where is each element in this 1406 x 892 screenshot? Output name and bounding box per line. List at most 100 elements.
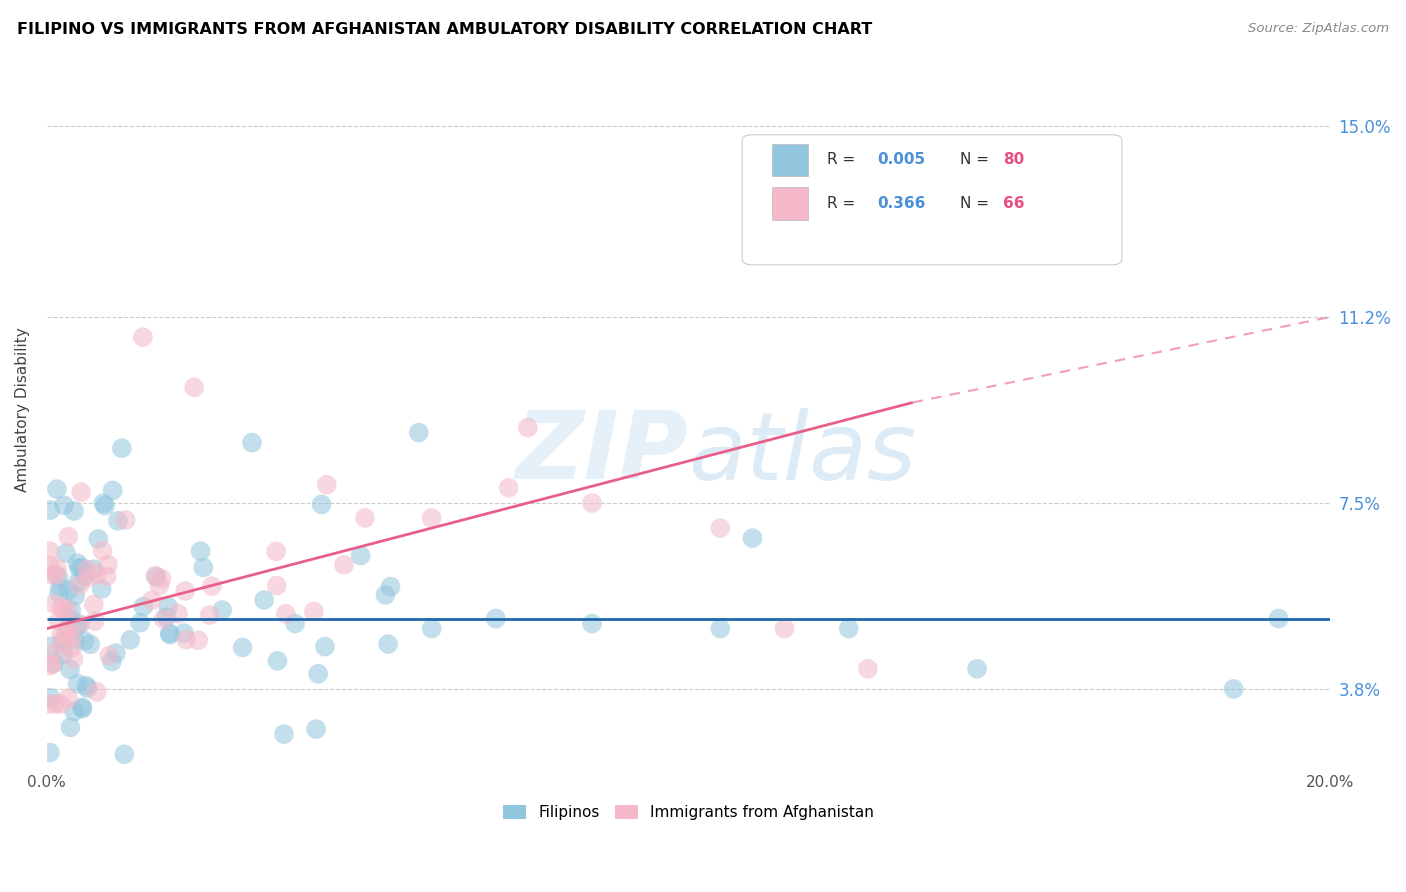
Point — [148, 578, 170, 592]
Point — [51, 636, 73, 650]
Point — [83, 614, 105, 628]
Point — [333, 558, 356, 572]
Point — [49, 580, 72, 594]
Point — [145, 570, 167, 584]
Point — [63, 589, 86, 603]
FancyBboxPatch shape — [742, 135, 1122, 265]
Point — [59, 662, 82, 676]
Point — [83, 562, 105, 576]
Point — [132, 330, 155, 344]
Point — [143, 568, 166, 582]
Point — [38, 697, 60, 711]
Point — [56, 691, 79, 706]
Point — [105, 646, 128, 660]
Point — [152, 612, 174, 626]
Point — [55, 627, 77, 641]
Point — [173, 626, 195, 640]
Point — [52, 634, 75, 648]
Point — [48, 614, 70, 628]
Point — [240, 435, 263, 450]
Point — [485, 611, 508, 625]
Point — [1222, 681, 1244, 696]
Text: Source: ZipAtlas.com: Source: ZipAtlas.com — [1249, 22, 1389, 36]
Point — [39, 640, 62, 654]
Point — [87, 532, 110, 546]
Point — [408, 425, 430, 440]
Y-axis label: Ambulatory Disability: Ambulatory Disability — [15, 327, 30, 492]
Point — [69, 578, 91, 592]
Point — [498, 481, 520, 495]
Point — [966, 662, 988, 676]
Point — [38, 544, 60, 558]
Point — [70, 485, 93, 500]
Point — [42, 597, 65, 611]
Point — [159, 626, 181, 640]
Point — [39, 690, 62, 705]
Point — [45, 482, 67, 496]
Point — [302, 604, 325, 618]
Point — [65, 619, 87, 633]
Point — [63, 705, 86, 719]
Point — [46, 561, 69, 575]
Legend: Filipinos, Immigrants from Afghanistan: Filipinos, Immigrants from Afghanistan — [496, 799, 880, 826]
Point — [41, 657, 63, 671]
Point — [155, 610, 177, 624]
Point — [63, 504, 86, 518]
Point — [709, 521, 731, 535]
Point — [198, 608, 221, 623]
Text: N =: N = — [960, 195, 994, 211]
Point — [1267, 611, 1289, 625]
Text: R =: R = — [827, 195, 860, 211]
Point — [79, 637, 101, 651]
Point — [60, 603, 83, 617]
Point — [856, 662, 879, 676]
Point — [91, 543, 114, 558]
Point — [274, 607, 297, 621]
Point — [174, 584, 197, 599]
FancyBboxPatch shape — [772, 145, 807, 177]
Point — [380, 580, 402, 594]
Point — [273, 727, 295, 741]
Point — [157, 599, 180, 614]
Text: 0.005: 0.005 — [877, 153, 925, 168]
Point — [48, 586, 70, 600]
Point — [45, 697, 67, 711]
Point — [52, 604, 75, 618]
Point — [38, 558, 60, 573]
Point — [350, 549, 373, 563]
Point — [167, 607, 190, 621]
Point — [266, 654, 288, 668]
Point — [49, 697, 72, 711]
Point — [52, 647, 75, 661]
Point — [51, 600, 73, 615]
Point — [86, 567, 108, 582]
Point — [314, 640, 336, 654]
Point — [377, 637, 399, 651]
Point — [66, 676, 89, 690]
Point — [311, 497, 333, 511]
Point — [266, 578, 288, 592]
Point — [56, 622, 79, 636]
Point — [190, 544, 212, 558]
Text: 0.366: 0.366 — [877, 195, 925, 211]
Point — [70, 560, 93, 574]
Point — [211, 603, 233, 617]
Point — [60, 641, 83, 656]
Point — [73, 569, 96, 583]
Point — [67, 574, 90, 589]
Point — [111, 441, 134, 455]
Point — [86, 685, 108, 699]
Text: 80: 80 — [1002, 153, 1024, 168]
Point — [94, 499, 117, 513]
Text: N =: N = — [960, 153, 994, 168]
Point — [77, 571, 100, 585]
Point — [141, 593, 163, 607]
Point — [176, 632, 198, 647]
Point — [307, 666, 329, 681]
Point — [374, 588, 396, 602]
Point — [69, 617, 91, 632]
Point — [253, 593, 276, 607]
Point — [48, 570, 70, 584]
Point — [420, 511, 443, 525]
Point — [75, 679, 97, 693]
